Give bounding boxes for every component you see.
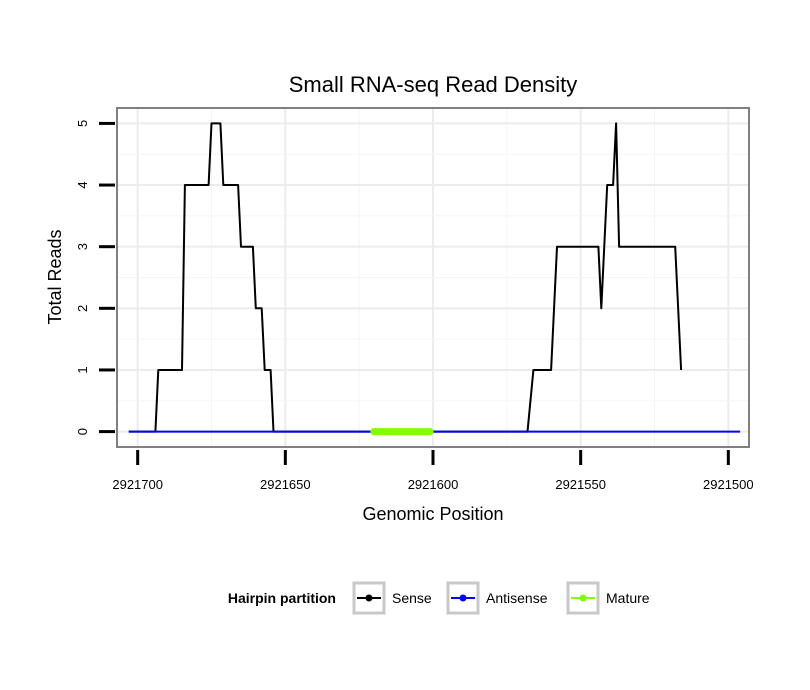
plot-area: 2921700 2921650 2921600 2921550 2921500 0 1 2 3 4… xyxy=(75,107,754,492)
x-tick-label: 2921650 xyxy=(260,477,311,492)
legend: Hairpin partition Sense Antisense Mature xyxy=(228,581,650,615)
x-tick-label: 2921700 xyxy=(112,477,163,492)
y-tick-label: 5 xyxy=(75,120,90,127)
y-tick-label: 0 xyxy=(75,428,90,435)
y-axis-title: Total Reads xyxy=(45,229,65,324)
y-tick-label: 4 xyxy=(75,181,90,188)
legend-key-point-mature xyxy=(579,594,587,602)
x-axis-title: Genomic Position xyxy=(362,504,503,524)
chart-title: Small RNA-seq Read Density xyxy=(289,72,578,97)
legend-label-mature: Mature xyxy=(606,590,650,606)
legend-label-antisense: Antisense xyxy=(486,590,548,606)
y-tick-label: 2 xyxy=(75,305,90,312)
x-tick-label: 2921600 xyxy=(408,477,459,492)
y-tick-label: 3 xyxy=(75,243,90,250)
legend-key-point-sense xyxy=(365,594,373,602)
legend-label-sense: Sense xyxy=(392,590,432,606)
legend-title: Hairpin partition xyxy=(228,590,336,606)
legend-key-point-antisense xyxy=(459,594,467,602)
x-tick-label: 2921550 xyxy=(555,477,606,492)
plot-border xyxy=(116,107,750,448)
y-tick-label: 1 xyxy=(75,366,90,373)
x-tick-label: 2921500 xyxy=(703,477,754,492)
